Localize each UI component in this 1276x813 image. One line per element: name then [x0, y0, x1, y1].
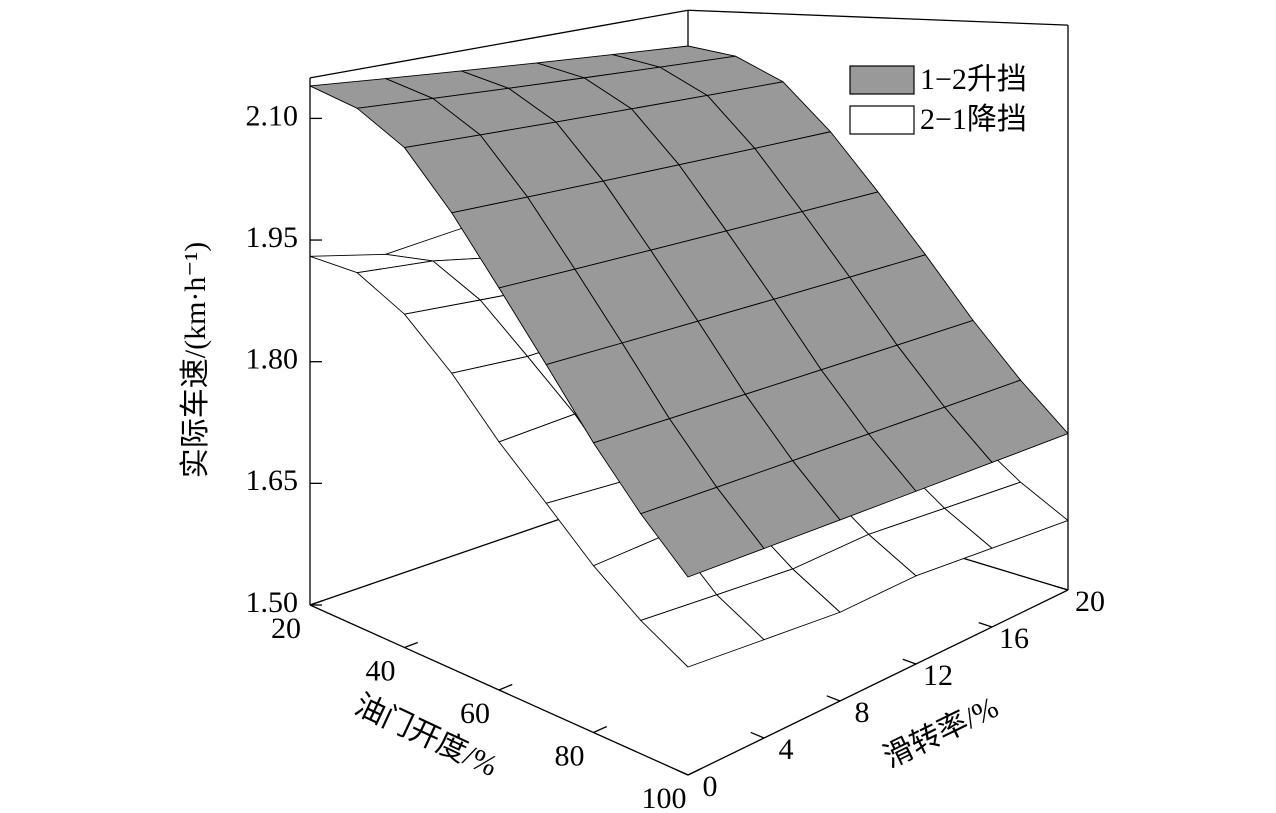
x-tick [593, 725, 608, 734]
axis-line [309, 9, 689, 79]
y-tick-label: 20 [1075, 585, 1105, 618]
surface-cell [640, 486, 765, 578]
y-tick [674, 768, 689, 776]
z-tick-label: 1.95 [246, 221, 299, 254]
axis-line [687, 9, 1069, 26]
z-tick-label: 1.50 [246, 586, 299, 619]
x-tick-label: 80 [555, 739, 585, 772]
z-tick-label: 1.80 [246, 343, 299, 376]
y-tick [750, 731, 765, 739]
y-axis-label: 滑转率/% [878, 691, 1003, 775]
y-tick [902, 658, 917, 665]
axis-line [687, 589, 1069, 776]
z-tick-label: 2.10 [246, 99, 299, 132]
y-tick-label: 12 [923, 659, 953, 692]
legend-swatch [849, 65, 915, 95]
x-tick-label: 20 [271, 612, 301, 645]
y-tick-label: 4 [779, 733, 794, 766]
legend-label: 2−1降挡 [920, 103, 1027, 136]
y-tick-label: 8 [855, 696, 870, 729]
x-tick-label: 60 [460, 697, 490, 730]
legend-label: 1−2升挡 [920, 63, 1027, 96]
legend-swatch [849, 105, 915, 135]
y-tick-label: 16 [999, 622, 1029, 655]
x-tick [404, 641, 418, 649]
x-tick-label: 40 [366, 654, 396, 687]
y-tick-label: 0 [703, 770, 718, 803]
y-tick [978, 621, 993, 628]
x-tick-label: 100 [642, 782, 687, 813]
x-tick [498, 683, 513, 691]
z-axis-label: 实际车速/(km·h⁻¹) [179, 242, 212, 478]
x-tick [309, 599, 324, 606]
z-tick-label: 1.65 [246, 464, 299, 497]
y-tick [1054, 585, 1069, 591]
x-tick [687, 767, 702, 776]
surface-cell [640, 594, 765, 668]
y-tick [826, 695, 841, 702]
